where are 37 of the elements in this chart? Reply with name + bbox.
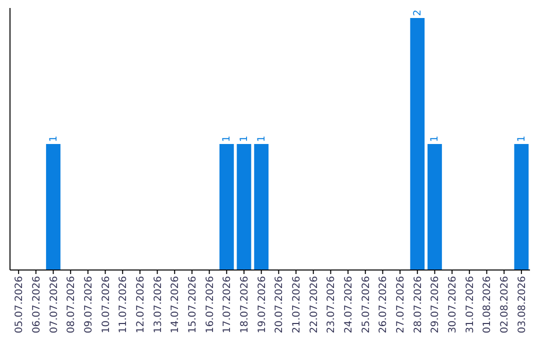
- x-tick-label: 01.08.2026: [482, 276, 494, 334]
- data-label: 1: [48, 136, 60, 142]
- x-tick-label: 25.07.2026: [360, 276, 372, 334]
- x-tick-label: 24.07.2026: [344, 276, 355, 334]
- x-tick-label: 02.08.2026: [500, 276, 511, 334]
- x-tick-label: 10.07.2026: [100, 276, 112, 334]
- x-tick-label: 03.08.2026: [516, 276, 528, 334]
- x-tick-label: 12.07.2026: [135, 276, 146, 334]
- data-label: 1: [256, 136, 268, 142]
- x-tick-label: 09.07.2026: [83, 276, 94, 334]
- x-tick-label: 27.07.2026: [396, 276, 407, 334]
- x-tick-label: 30.07.2026: [448, 276, 459, 334]
- x-tick-label: 31.07.2026: [464, 276, 476, 334]
- x-tick-label: 11.07.2026: [118, 276, 130, 334]
- x-tick-label: 19.07.2026: [256, 276, 268, 334]
- data-label: 1: [516, 136, 528, 142]
- x-tick-label: 21.07.2026: [292, 276, 303, 334]
- x-tick-label: 13.07.2026: [152, 276, 164, 334]
- x-tick-label: 23.07.2026: [326, 276, 338, 334]
- data-label: 2: [412, 10, 424, 16]
- x-tick-label: 18.07.2026: [239, 276, 250, 334]
- data-label: 1: [430, 136, 441, 142]
- data-label: 1: [238, 136, 250, 142]
- x-tick-label: 06.07.2026: [31, 276, 42, 334]
- x-tick-label: 16.07.2026: [204, 276, 216, 334]
- x-tick-label: 08.07.2026: [66, 276, 78, 334]
- x-tick-label: 20.07.2026: [274, 276, 286, 334]
- x-tick-label: 28.07.2026: [412, 276, 424, 334]
- x-tick-label: 07.07.2026: [48, 276, 60, 334]
- x-tick-label: 26.07.2026: [378, 276, 390, 334]
- x-tick-label: 14.07.2026: [170, 276, 182, 334]
- x-tick-label: 29.07.2026: [430, 276, 442, 334]
- x-tick-label: 15.07.2026: [187, 276, 198, 334]
- x-tick-label: 22.07.2026: [308, 276, 320, 334]
- x-tick-label: 17.07.2026: [222, 276, 234, 334]
- data-label: 1: [222, 136, 233, 142]
- x-tick-label: 05.07.2026: [14, 276, 26, 334]
